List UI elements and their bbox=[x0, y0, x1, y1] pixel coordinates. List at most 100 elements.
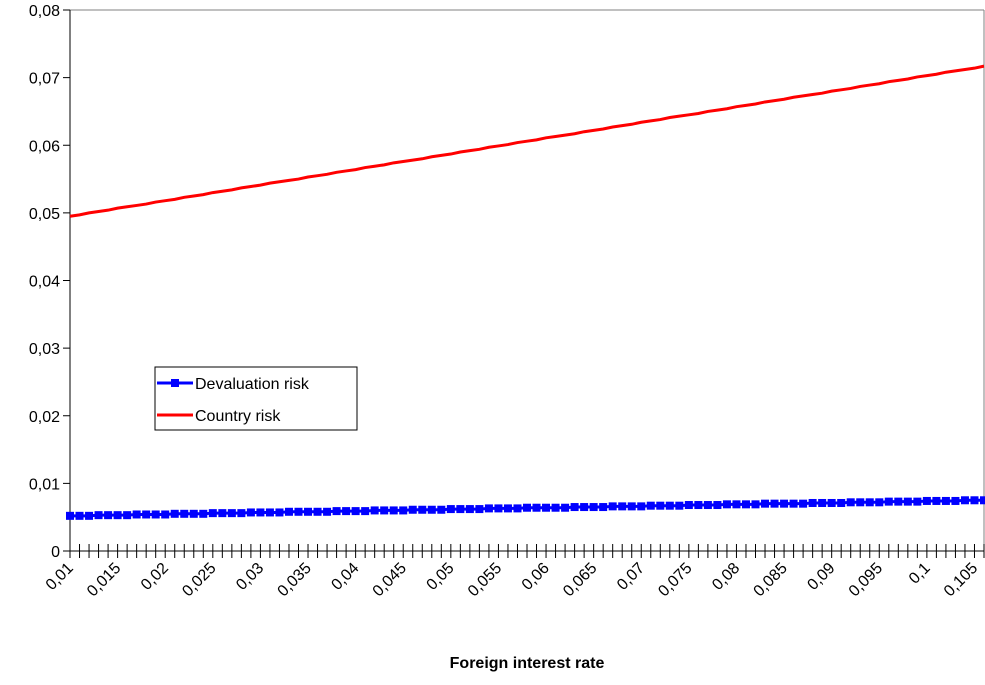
point-marker bbox=[465, 505, 474, 514]
x-tick-label: 0,025 bbox=[179, 560, 219, 600]
x-tick-label: 0,07 bbox=[614, 560, 648, 594]
point-marker bbox=[475, 505, 484, 514]
point-marker bbox=[523, 503, 531, 512]
legend-label: Country risk bbox=[195, 408, 281, 425]
point-marker bbox=[656, 501, 665, 510]
point-marker bbox=[722, 500, 731, 509]
y-tick-label: 0,06 bbox=[29, 138, 60, 155]
x-tick-label: 0,03 bbox=[233, 560, 267, 594]
point-marker bbox=[418, 505, 427, 514]
point-marker bbox=[189, 509, 198, 518]
point-marker bbox=[780, 499, 789, 508]
point-marker bbox=[161, 510, 170, 519]
y-tick-label: 0,08 bbox=[29, 3, 60, 20]
x-tick-label: 0,105 bbox=[941, 560, 981, 600]
x-tick-label: 0,01 bbox=[43, 560, 77, 594]
point-marker bbox=[256, 508, 265, 517]
y-tick-label: 0,02 bbox=[29, 409, 60, 426]
point-marker bbox=[446, 505, 455, 514]
point-marker bbox=[199, 509, 208, 518]
point-marker bbox=[113, 511, 122, 520]
y-tick-label: 0,05 bbox=[29, 206, 60, 223]
point-marker bbox=[427, 505, 436, 514]
point-marker bbox=[237, 509, 246, 518]
point-marker bbox=[132, 510, 141, 519]
point-marker bbox=[741, 500, 750, 509]
point-marker bbox=[580, 503, 589, 512]
x-tick-label: 0,095 bbox=[846, 560, 886, 600]
legend-marker bbox=[171, 379, 179, 387]
point-marker bbox=[932, 496, 941, 505]
point-marker bbox=[123, 511, 132, 520]
point-marker bbox=[827, 498, 836, 507]
point-marker bbox=[389, 506, 398, 515]
point-marker bbox=[875, 498, 884, 507]
point-marker bbox=[799, 499, 808, 508]
x-tick-label: 0,075 bbox=[655, 560, 695, 600]
point-marker bbox=[180, 509, 189, 518]
point-marker bbox=[313, 507, 322, 516]
point-marker bbox=[399, 506, 408, 515]
series-line bbox=[69, 64, 985, 218]
y-tick-label: 0,01 bbox=[29, 476, 60, 493]
point-marker bbox=[542, 503, 551, 512]
point-marker bbox=[694, 501, 703, 510]
point-marker bbox=[856, 498, 865, 507]
point-marker bbox=[894, 497, 903, 506]
point-marker bbox=[380, 506, 389, 515]
point-marker bbox=[970, 496, 979, 505]
point-marker bbox=[589, 503, 598, 512]
point-marker bbox=[846, 498, 855, 507]
point-marker bbox=[351, 507, 360, 516]
x-tick-label: 0,055 bbox=[465, 560, 505, 600]
x-tick-label: 0,045 bbox=[370, 560, 410, 600]
point-marker bbox=[751, 500, 760, 509]
y-tick-label: 0,03 bbox=[29, 341, 60, 358]
point-marker bbox=[665, 501, 674, 510]
x-tick-label: 0,05 bbox=[424, 560, 458, 594]
x-tick-label: 0,09 bbox=[804, 560, 838, 594]
point-marker bbox=[960, 496, 969, 505]
point-marker bbox=[275, 508, 284, 517]
point-marker bbox=[484, 504, 493, 513]
point-marker bbox=[503, 504, 512, 513]
point-marker bbox=[437, 505, 446, 514]
point-marker bbox=[456, 505, 465, 514]
x-tick-label: 0,02 bbox=[138, 560, 172, 594]
point-marker bbox=[980, 496, 985, 505]
point-marker bbox=[284, 507, 293, 516]
point-marker bbox=[408, 505, 417, 514]
point-marker bbox=[627, 502, 636, 511]
point-marker bbox=[599, 503, 608, 512]
point-marker bbox=[494, 504, 503, 513]
point-marker bbox=[789, 499, 798, 508]
point-marker bbox=[618, 502, 627, 511]
point-marker bbox=[951, 496, 960, 505]
x-tick-label: 0,015 bbox=[84, 560, 124, 600]
point-marker bbox=[761, 499, 770, 508]
point-marker bbox=[884, 497, 893, 506]
y-tick-label: 0,04 bbox=[29, 274, 60, 291]
point-marker bbox=[770, 499, 779, 508]
point-marker bbox=[532, 503, 541, 512]
point-marker bbox=[684, 501, 693, 510]
x-tick-label: 0,065 bbox=[560, 560, 600, 600]
point-marker bbox=[608, 502, 617, 511]
point-marker bbox=[561, 503, 570, 512]
point-marker bbox=[637, 502, 646, 511]
point-marker bbox=[818, 498, 827, 507]
x-tick-label: 0,06 bbox=[519, 560, 553, 594]
point-marker bbox=[75, 511, 84, 520]
point-marker bbox=[246, 508, 255, 517]
y-tick-label: 0,07 bbox=[29, 71, 60, 88]
point-marker bbox=[304, 507, 313, 516]
point-marker bbox=[323, 507, 332, 516]
point-marker bbox=[922, 496, 931, 505]
x-tick-label: 0,035 bbox=[275, 560, 315, 600]
point-marker bbox=[227, 509, 236, 518]
point-marker bbox=[513, 504, 522, 513]
point-marker bbox=[370, 506, 379, 515]
point-marker bbox=[837, 498, 846, 507]
point-marker bbox=[808, 498, 817, 507]
